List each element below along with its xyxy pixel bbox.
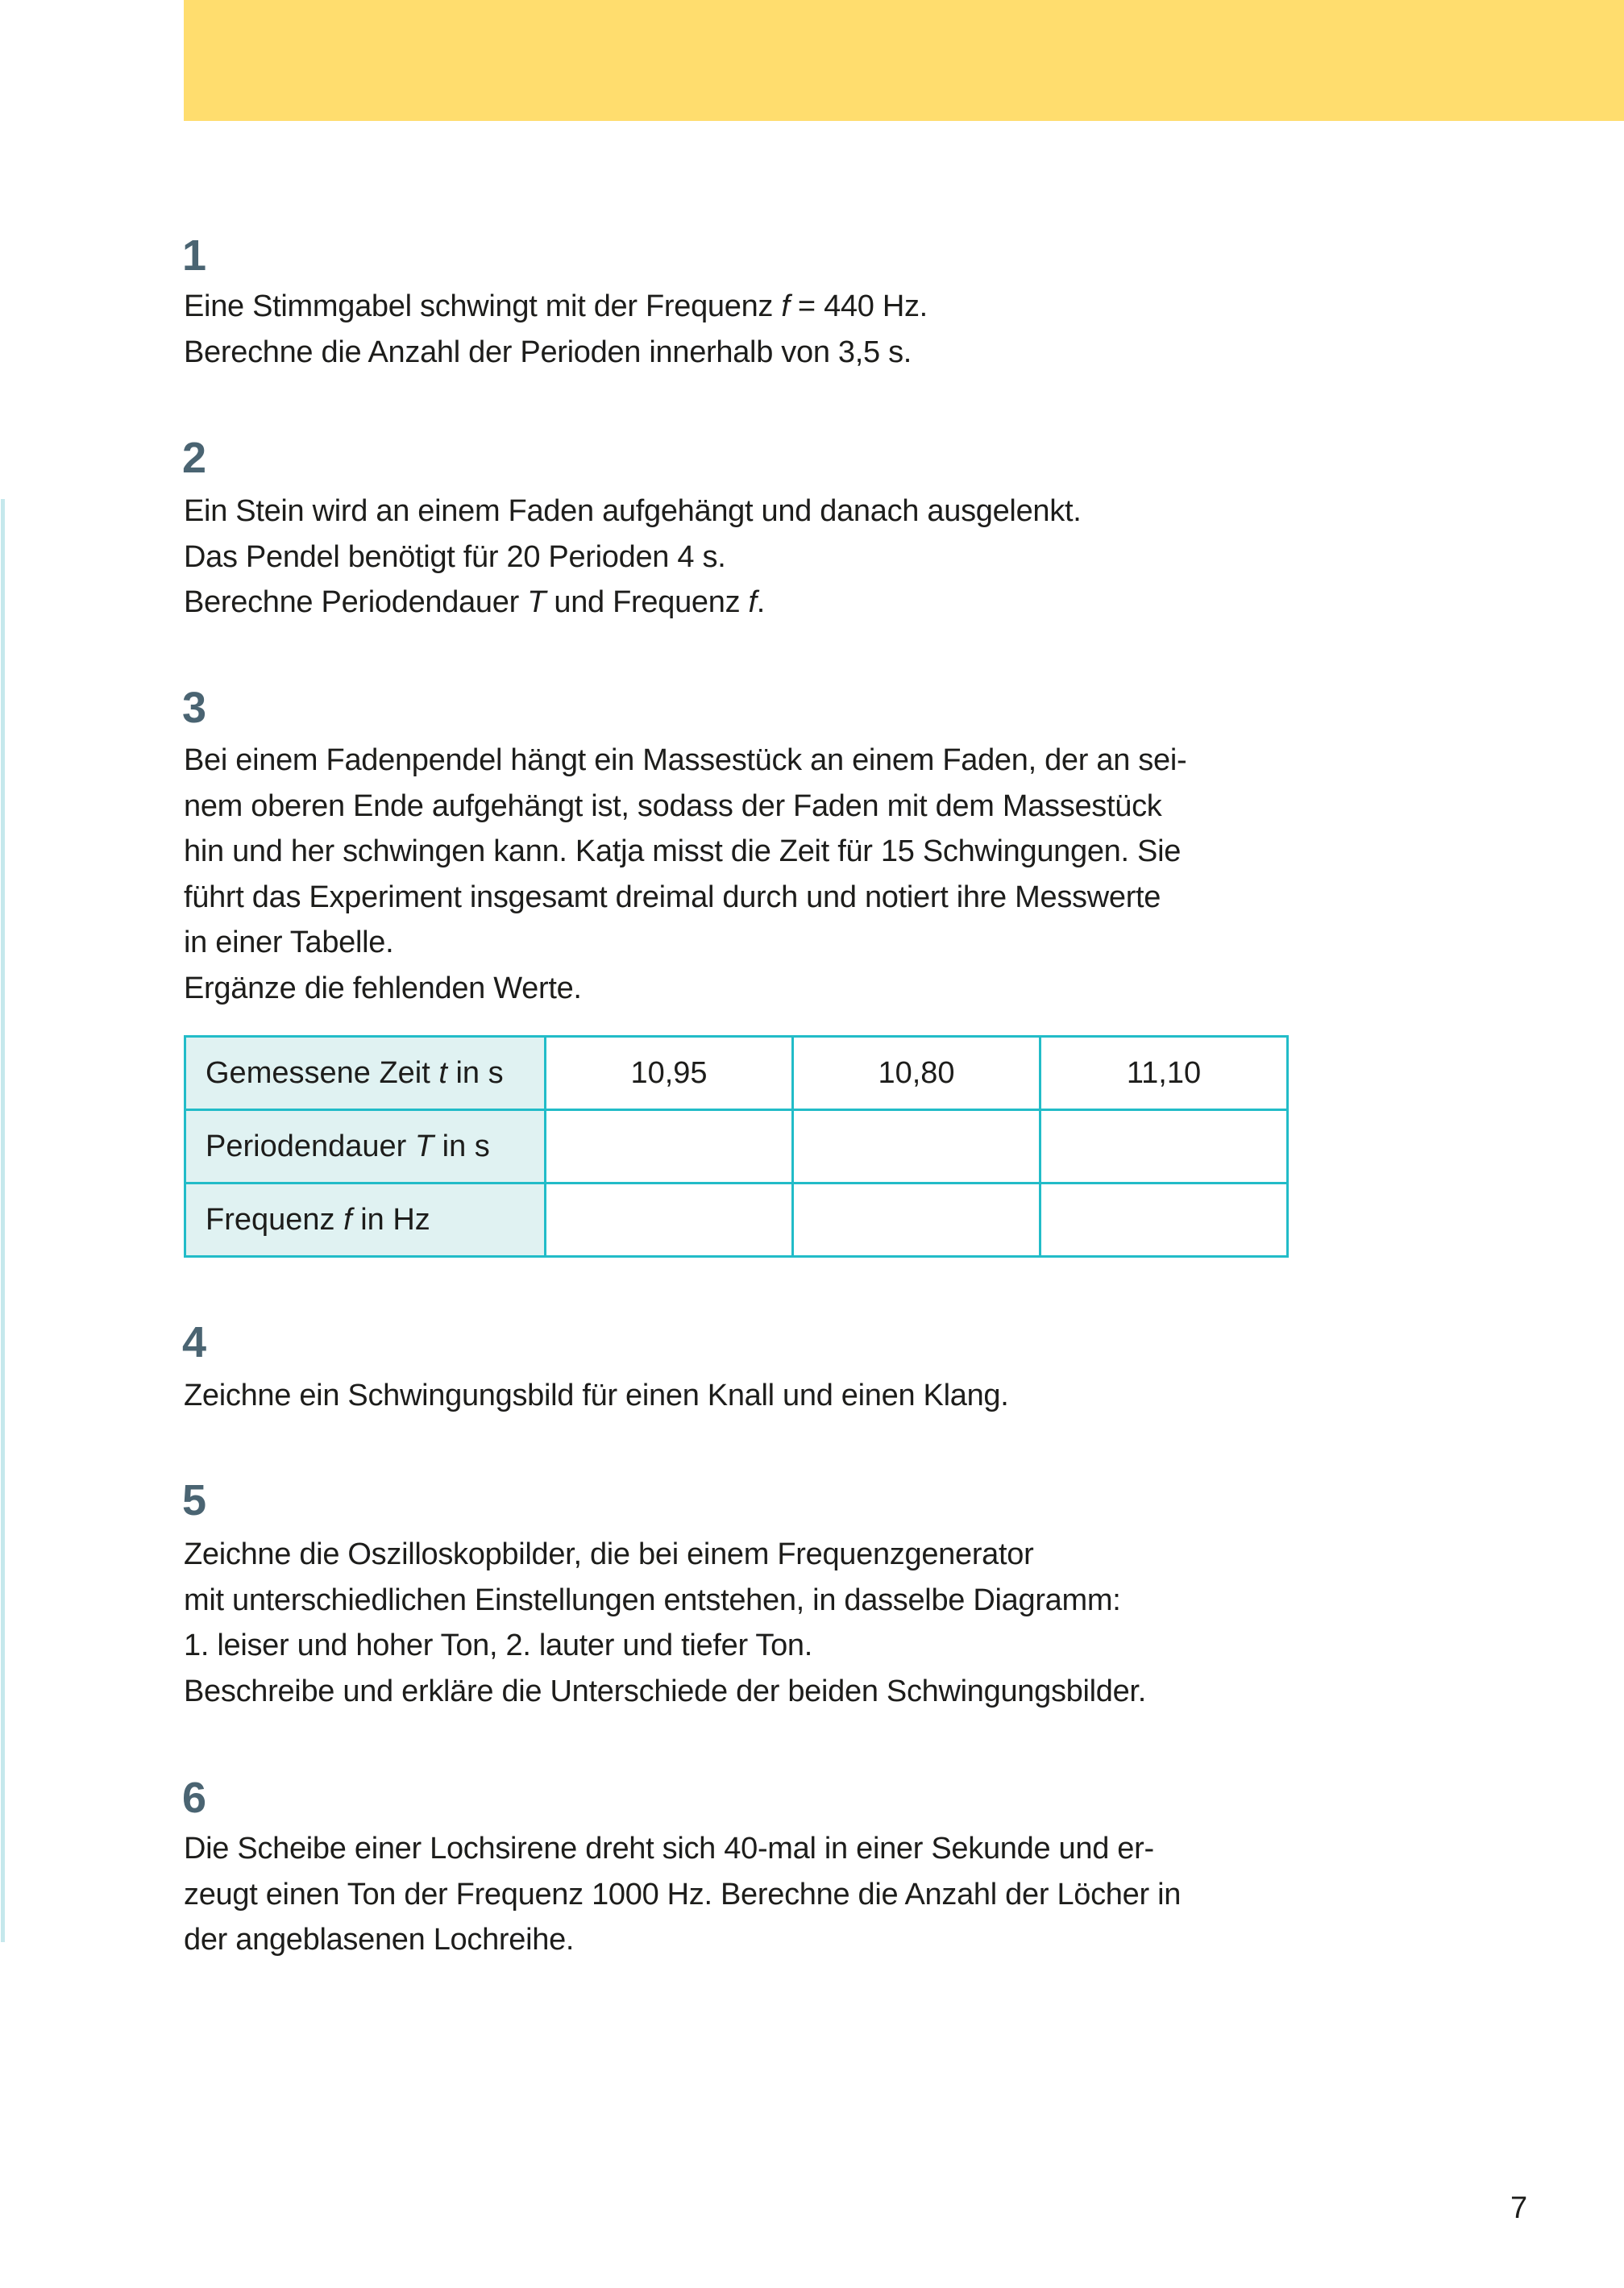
text-line: Ergänze die fehlenden Werte. [184, 971, 582, 1005]
text-line: . [756, 585, 766, 619]
measurement-table: Gemessene Zeit t in s 10,95 10,80 11,10 … [184, 1035, 1289, 1258]
text-line: Die Scheibe einer Lochsirene dreht sich … [184, 1832, 1154, 1866]
variable: f [748, 585, 758, 619]
text-line: Ein Stein wird an einem Faden aufgehängt… [184, 494, 1082, 528]
task-text: Eine Stimmgabel schwingt mit der Frequen… [184, 284, 928, 375]
table-cell: 10,80 [791, 1035, 1041, 1111]
task-number: 5 [182, 1476, 207, 1525]
text-line: = 440 Hz. [789, 289, 928, 323]
text-line: Eine Stimmgabel schwingt mit der Frequen… [184, 289, 782, 323]
text-line: Beschreibe und erkläre die Unterschiede … [184, 1674, 1146, 1708]
table-cell: 11,10 [1039, 1035, 1289, 1111]
unit: in Hz [351, 1202, 430, 1237]
task-text: Zeichne die Oszilloskopbilder, die bei e… [184, 1532, 1146, 1714]
table-cell[interactable] [1039, 1109, 1289, 1184]
task-number: 6 [182, 1774, 207, 1822]
text-line: Zeichne ein Schwingungsbild für einen Kn… [184, 1379, 1009, 1412]
table-row: Periodendauer T in s [184, 1109, 1289, 1184]
text-line: zeugt einen Ton der Frequenz 1000 Hz. Be… [184, 1877, 1182, 1912]
text-line: nem oberen Ende aufgehängt ist, sodass d… [184, 788, 1162, 823]
task-text: Bei einem Fadenpendel hängt ein Massestü… [184, 738, 1187, 1011]
text-line: Berechne die Anzahl der Perioden innerha… [184, 335, 912, 369]
table-row: Frequenz f in Hz [184, 1182, 1289, 1258]
unit: in s [434, 1129, 490, 1163]
text-line: mit unterschiedlichen Einstellungen ents… [184, 1583, 1121, 1617]
text-line: und Frequenz [554, 585, 749, 619]
row-header: Gemessene Zeit t in s [184, 1035, 546, 1111]
header-bar [184, 0, 1624, 121]
variable: f [343, 1202, 352, 1237]
table-cell[interactable] [791, 1109, 1041, 1184]
row-header: Frequenz f in Hz [184, 1182, 546, 1258]
margin-line [1, 499, 5, 1942]
text-line: Das Pendel benötigt für 20 Perioden 4 s. [184, 539, 726, 574]
task-number: 1 [182, 231, 207, 280]
table-cell[interactable] [544, 1109, 794, 1184]
variable: t [438, 1055, 447, 1090]
text-line: Zeichne die Oszilloskopbilder, die bei e… [184, 1537, 1034, 1571]
row-header: Periodendauer T in s [184, 1109, 546, 1184]
text-line: hin und her schwingen kann. Katja misst … [184, 834, 1182, 868]
text-line: 1. leiser und hoher Ton, 2. lauter und t… [184, 1629, 813, 1662]
page-number: 7 [1510, 2191, 1528, 2225]
variable: f [781, 289, 790, 323]
label: Frequenz [206, 1202, 344, 1237]
text-line: Bei einem Fadenpendel hängt ein Massestü… [184, 743, 1187, 777]
table-cell[interactable] [1039, 1182, 1289, 1258]
variable: T [527, 585, 546, 619]
task-number: 2 [182, 434, 207, 482]
label: Gemessene Zeit [206, 1055, 439, 1090]
text-line: in einer Tabelle. [184, 926, 394, 959]
task-text: Ein Stein wird an einem Faden aufgehängt… [184, 489, 1082, 626]
table-cell[interactable] [544, 1182, 794, 1258]
task-number: 4 [182, 1318, 207, 1367]
task-text: Zeichne ein Schwingungsbild für einen Kn… [184, 1373, 1009, 1419]
text-line: der angeblasenen Lochreihe. [184, 1923, 575, 1957]
task-text: Die Scheibe einer Lochsirene dreht sich … [184, 1826, 1181, 1963]
table-cell[interactable] [791, 1182, 1041, 1258]
table-cell: 10,95 [544, 1035, 794, 1111]
task-number: 3 [182, 684, 207, 732]
table-row: Gemessene Zeit t in s 10,95 10,80 11,10 [184, 1035, 1289, 1111]
variable: T [414, 1129, 434, 1163]
text-line: führt das Experiment insgesamt dreimal d… [184, 880, 1161, 914]
label: Periodendauer [206, 1129, 415, 1163]
unit: in s [446, 1055, 504, 1090]
text-line: Berechne Periodendauer [184, 585, 528, 619]
